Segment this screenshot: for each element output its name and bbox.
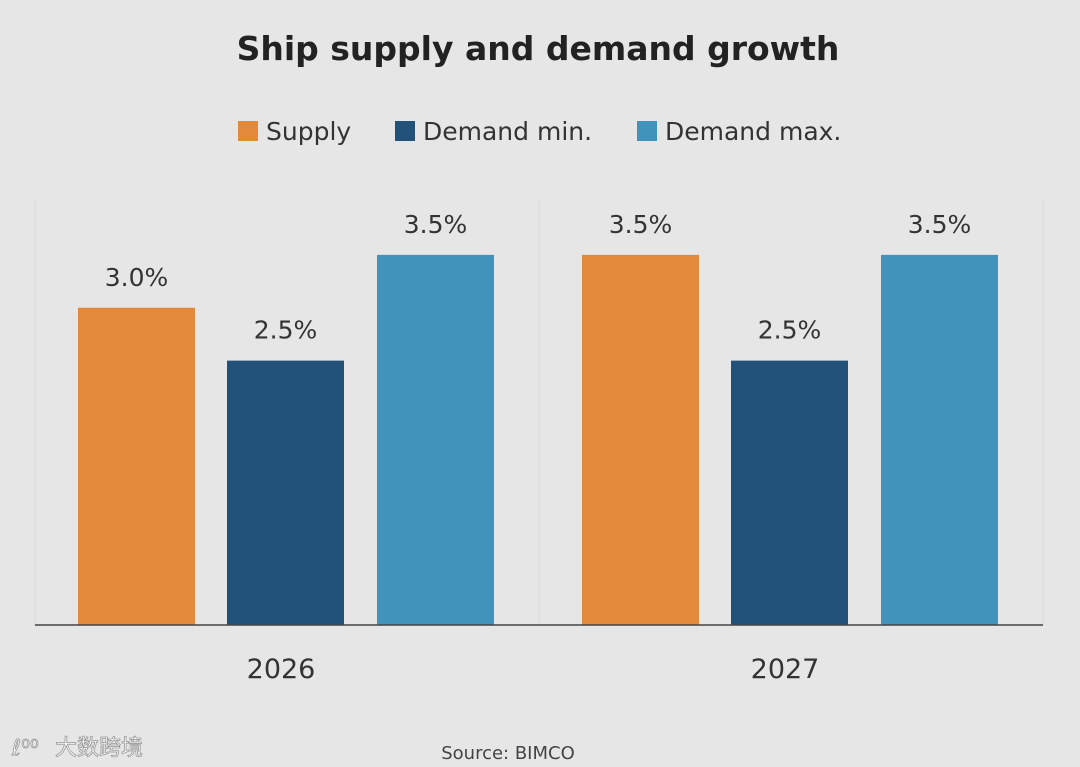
source-note: Source: BIMCO — [441, 743, 575, 764]
bar — [731, 360, 848, 625]
bars: 3.0% 2.5% 3.5% 3.5% 2.5% 3.5% — [78, 210, 998, 625]
data-label: 3.5% — [609, 210, 673, 239]
legend-swatch — [238, 121, 258, 141]
data-label: 2.5% — [758, 316, 822, 345]
legend-label: Supply — [266, 117, 351, 146]
x-tick-label: 2026 — [247, 654, 316, 685]
data-label: 2.5% — [254, 316, 318, 345]
x-ticks: 2026 2027 — [247, 654, 820, 685]
legend-swatch — [637, 121, 657, 141]
bar — [78, 307, 195, 625]
bar — [881, 254, 998, 625]
data-label: 3.0% — [105, 263, 169, 292]
legend-label: Demand max. — [665, 117, 841, 146]
chart-title: Ship supply and demand growth — [237, 29, 840, 68]
watermark-logo-icon: ℓ⁰⁰ — [11, 736, 39, 761]
bar — [377, 254, 494, 625]
watermark-text: 大数跨境 — [55, 736, 143, 761]
data-label: 3.5% — [908, 210, 972, 239]
legend-label: Demand min. — [423, 117, 592, 146]
bar — [227, 360, 344, 625]
data-label: 3.5% — [404, 210, 468, 239]
legend: Supply Demand min. Demand max. — [238, 117, 841, 146]
x-tick-label: 2027 — [751, 654, 820, 685]
watermark: ℓ⁰⁰ 大数跨境 — [11, 736, 144, 762]
legend-swatch — [395, 121, 415, 141]
bar — [582, 254, 699, 625]
